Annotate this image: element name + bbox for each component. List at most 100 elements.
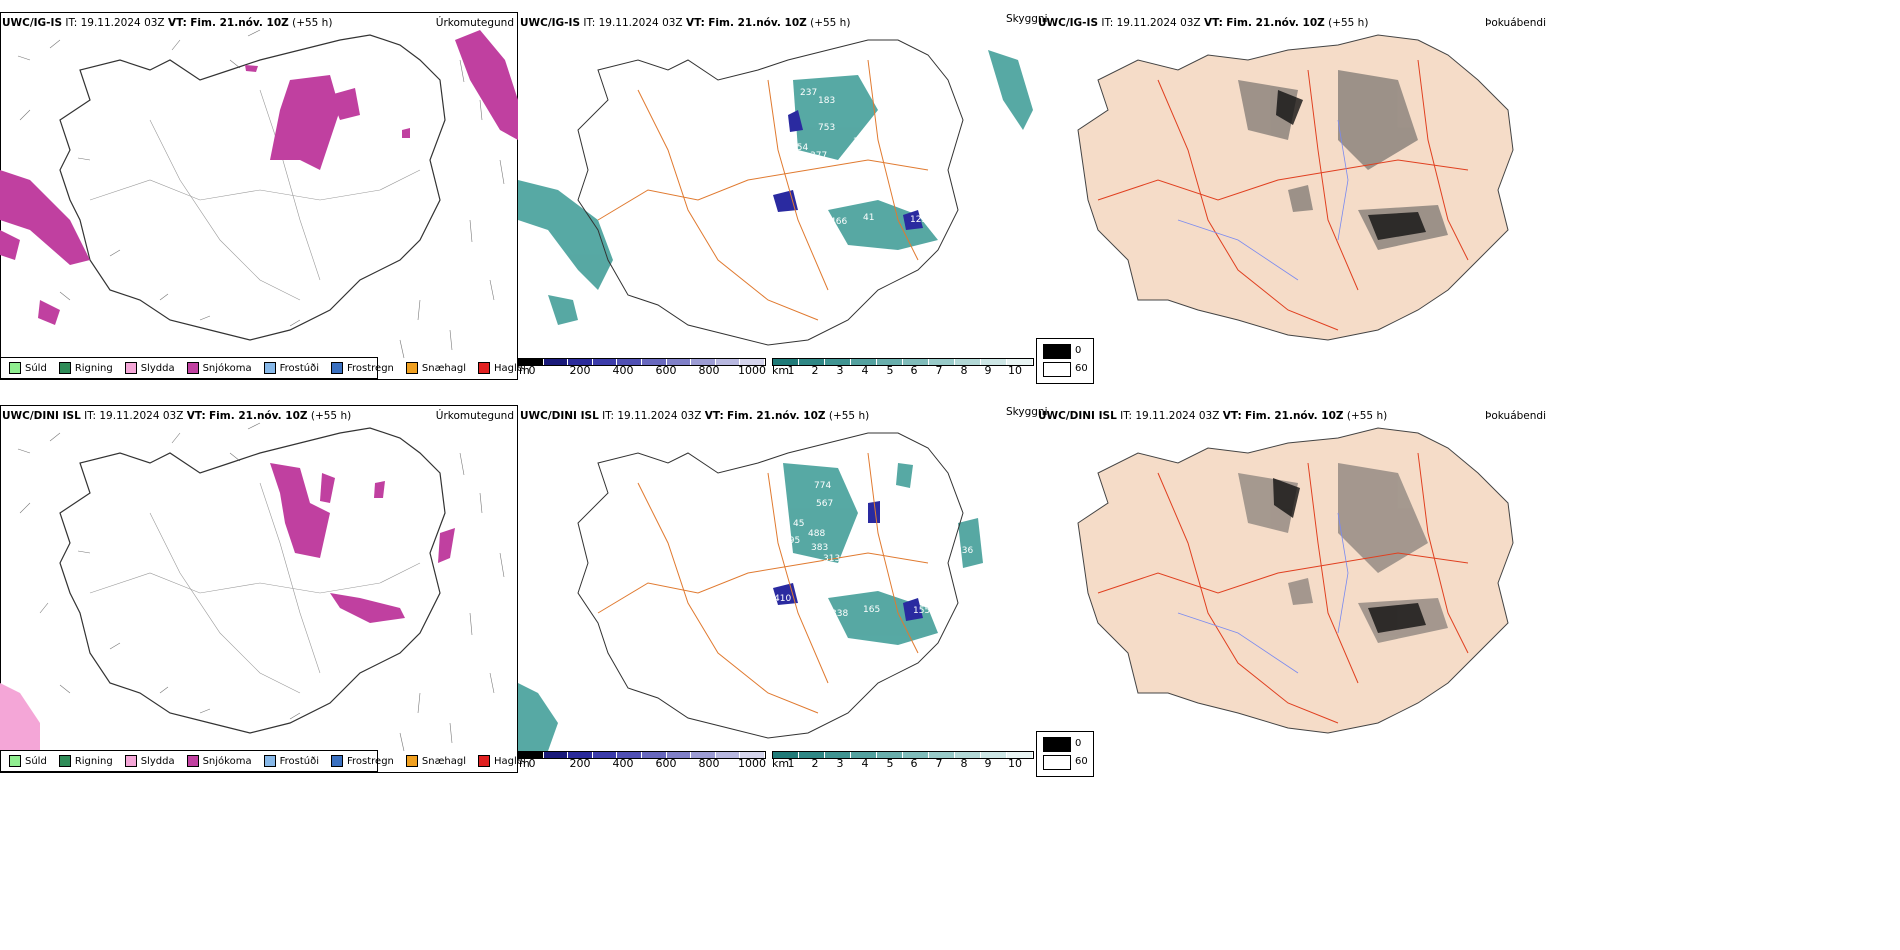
ceiling-label: 183 (818, 96, 835, 106)
vis-tick: 9 (984, 757, 992, 770)
legend-item-frostudi: Frostúði (263, 755, 319, 767)
precip-type-panel-bottom: UWC/DINI ISL IT: 19.11.2024 03Z VT: Fim.… (0, 393, 526, 773)
precip-map-top (0, 29, 518, 359)
ceiling-colorbar-bottom (518, 751, 766, 759)
ceiling-label: 377 (810, 151, 827, 161)
roads-clouds-top (597, 59, 929, 321)
clouds-map-top: 237 183 753 154 377 380 466 41 125 18 (518, 39, 1033, 346)
precip-legend-bottom: Súld Rigning Slydda Snjókoma Frostúði Fr… (0, 750, 526, 772)
header-bottom-left: UWC/DINI ISL IT: 19.11.2024 03Z VT: Fim.… (2, 410, 352, 422)
ceiling-colorbar-top (518, 358, 766, 366)
legend-swatch (331, 755, 343, 767)
vis-tick: 4 (861, 757, 869, 770)
clouds-title-bottom: Skyggni (1006, 406, 1048, 418)
fog-key-dark (1043, 737, 1071, 752)
legend-item-frostudi: Frostúði (263, 362, 319, 374)
legend-item-slydda: Slydda (124, 362, 175, 374)
ceiling-label: 45 (793, 519, 804, 529)
vis-tick: 8 (960, 757, 968, 770)
header-top-middle: UWC/IG-IS IT: 19.11.2024 03Z VT: Fim. 21… (520, 17, 851, 29)
iceland-outline-clouds-bottom (577, 432, 964, 739)
dense-fog-top (1276, 90, 1426, 240)
precip-type-title-top: Úrkomutegund (435, 17, 514, 29)
fog-panel-top: UWC/IG-IS IT: 19.11.2024 03Z VT: Fim. 21… (1036, 0, 1568, 384)
legend-swatch (263, 362, 276, 374)
legend-item-snjokoma: Snjókoma (186, 362, 252, 374)
vis-tick: 3 (836, 364, 844, 377)
iceland-outline-bottom (59, 427, 446, 734)
legend-swatch (478, 755, 491, 767)
vis-tick: 7 (935, 364, 943, 377)
ceiling-label: 488 (808, 529, 825, 539)
ceiling-tick: 0 (528, 757, 536, 770)
ceiling-label: 313 (823, 554, 840, 564)
legend-item-snaehagl: Snæhagl (405, 362, 466, 374)
ceiling-labels-top: 237 183 753 154 377 380 466 41 125 18 (791, 88, 927, 227)
ceiling-tick: 400 (612, 757, 634, 770)
iceland-outline-clouds-top (577, 39, 964, 346)
vis-tick: 6 (910, 757, 918, 770)
vis-tick: 5 (886, 757, 894, 770)
ceiling-label: 41 (863, 213, 874, 223)
fog-map-top (1077, 34, 1514, 341)
fog-title-top: Þokuábendi (1485, 17, 1546, 29)
precip-legend-top: Súld Rigning Slydda Snjókoma Frostúði Fr… (0, 357, 526, 379)
ceiling-label: 567 (816, 499, 833, 509)
precip-type-title-bottom: Úrkomutegund (435, 410, 514, 422)
fog-key-low-label: 60 (1075, 363, 1088, 374)
ceiling-tick: 800 (698, 757, 720, 770)
precip-type-frame-bottom (0, 405, 518, 773)
legend-item-slydda: Slydda (124, 755, 175, 767)
vis-tick: 1 (787, 757, 795, 770)
iceland-outline-top (59, 34, 446, 341)
roads-fog-top (1097, 59, 1469, 331)
ceiling-unit-bottom: m (519, 757, 530, 770)
visibility-unit-bottom: km (772, 757, 790, 770)
fog-key-dark (1043, 344, 1071, 359)
ceiling-label: 383 (811, 543, 828, 553)
header-bottom-middle: UWC/DINI ISL IT: 19.11.2024 03Z VT: Fim.… (520, 410, 870, 422)
legend-item-hagl: Haglél (478, 362, 526, 374)
legend-item-rigning: Rigning (58, 755, 113, 767)
ceiling-label: 237 (800, 88, 817, 98)
ceiling-label: 336 (956, 546, 973, 556)
rivers-fog-top (1177, 119, 1349, 281)
legend-swatch (405, 362, 418, 374)
legend-swatch (478, 362, 491, 374)
legend-swatch (263, 755, 276, 767)
precip-map-bottom (0, 422, 505, 752)
ceiling-label: 380 (853, 137, 870, 147)
visibility-colorbar-top (772, 358, 1034, 366)
ceiling-label: 18 (840, 193, 852, 203)
roads-clouds-bottom (597, 452, 929, 714)
sleet-areas-bottom (0, 683, 40, 750)
vis-tick: 5 (886, 364, 894, 377)
road-network-top (89, 89, 421, 301)
fog-key-high-label: 0 (1075, 738, 1082, 749)
legend-swatch (331, 362, 343, 374)
ceiling-tick: 0 (528, 364, 536, 377)
vis-tick: 8 (960, 364, 968, 377)
vis-tick: 10 (1008, 757, 1022, 770)
fog-panel-bottom: UWC/DINI ISL IT: 19.11.2024 03Z VT: Fim.… (1036, 393, 1568, 777)
legend-item-snaehagl: Snæhagl (405, 755, 466, 767)
vis-tick: 9 (984, 364, 992, 377)
dense-fog-bottom (1273, 478, 1426, 633)
ceiling-label: 154 (791, 143, 808, 153)
wind-barbs (17, 29, 505, 359)
fog-title-bottom: Þokuábendi (1485, 410, 1546, 422)
vis-tick: 6 (910, 364, 918, 377)
visibility-unit-top: km (772, 364, 790, 377)
iceland-fill-fog-top (1077, 34, 1514, 341)
ceiling-label: 125 (910, 215, 927, 225)
legend-swatch (58, 755, 71, 767)
fog-map-bottom (1077, 427, 1514, 734)
header-bottom-right: UWC/DINI ISL IT: 19.11.2024 03Z VT: Fim.… (1038, 410, 1388, 422)
legend-swatch (186, 755, 199, 767)
low-ceiling-areas-top (773, 110, 923, 230)
ceiling-label: 410 (774, 594, 791, 604)
wind-barbs-bottom (17, 422, 505, 752)
legend-swatch (9, 362, 21, 374)
fog-key-top: 0 60 (1036, 338, 1094, 384)
snow-areas-bottom (270, 463, 455, 623)
